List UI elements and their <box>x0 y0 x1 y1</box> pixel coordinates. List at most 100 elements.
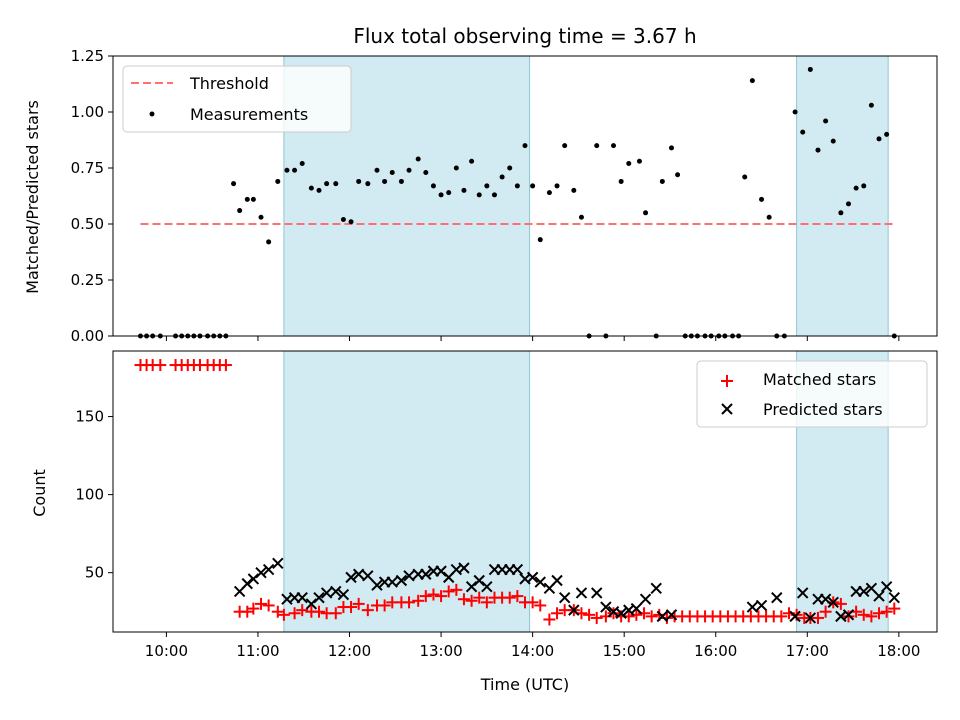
measurement-point <box>853 185 859 191</box>
predicted-star-point <box>403 570 415 582</box>
predicted-star-point <box>551 574 563 587</box>
y-axis: 0.00 0.25 0.50 0.75 1.00 1.25 <box>71 47 113 345</box>
legend-bottom: Matched stars Predicted stars <box>696 360 928 428</box>
predicted-star-point <box>665 609 678 621</box>
y-tick-label: 0.00 <box>71 327 104 345</box>
predicted-star-point <box>481 581 493 593</box>
x-tick-label: 12:00 <box>328 642 371 660</box>
measurement-point <box>823 118 829 124</box>
predicted-star-point <box>888 591 900 604</box>
matched-star-point <box>450 583 463 596</box>
predicted-star-point <box>255 566 267 579</box>
measurement-point <box>830 138 836 144</box>
measurement-point <box>618 178 624 184</box>
measurement-point <box>365 181 371 187</box>
measurement-point <box>876 136 882 142</box>
measurement-point <box>522 143 528 149</box>
y-tick-label: 100 <box>75 486 104 504</box>
matched-star-point <box>465 594 478 607</box>
predicted-star-point <box>352 568 365 580</box>
axes-frame <box>112 55 938 337</box>
matched-star-point <box>427 588 440 601</box>
predicted-star-point <box>296 591 308 604</box>
measurement-point <box>530 183 536 189</box>
matched-star-point <box>534 599 547 612</box>
x-axis-label: Time (UTC) <box>480 675 569 694</box>
measurement-point <box>406 167 412 173</box>
matched-star-point <box>247 602 260 615</box>
predicted-star-point <box>511 563 524 576</box>
predicted-star-point <box>395 574 408 587</box>
matched-star-point <box>873 607 886 620</box>
matched-star-point <box>543 613 556 626</box>
predicted-star-point <box>755 599 768 612</box>
x-tick-label: 18:00 <box>877 642 920 660</box>
measurement-point <box>537 237 543 243</box>
y-tick-label: 0.50 <box>71 215 104 233</box>
measurement-point <box>792 109 798 115</box>
legend-measurements-label: Measurements <box>190 105 308 124</box>
y-tick-label: 0.25 <box>71 271 104 289</box>
predicted-star-point <box>526 571 539 584</box>
matched-star-point <box>511 590 524 603</box>
predicted-star-point <box>789 610 801 623</box>
measurement-point <box>284 167 290 173</box>
matched-star-point <box>277 608 290 621</box>
measurement-point <box>749 78 755 84</box>
predicted-star-point <box>880 581 893 593</box>
predicted-star-point <box>600 601 612 613</box>
measurement-points <box>137 66 897 339</box>
predicted-star-point <box>819 593 832 605</box>
predicted-star-point <box>320 587 333 599</box>
measurement-point <box>861 183 867 189</box>
measurement-point <box>759 196 765 202</box>
predicted-star-point <box>371 579 383 591</box>
predicted-star-point <box>656 610 669 623</box>
predicted-star-point <box>345 571 357 584</box>
x-tick-label: 13:00 <box>419 642 462 660</box>
predicted-star-point <box>650 582 662 594</box>
predicted-star-point <box>639 593 652 605</box>
x-tick-label: 10:00 <box>145 642 188 660</box>
matched-star-point <box>590 611 603 624</box>
predicted-star-point <box>873 590 885 602</box>
matched-star-point <box>241 605 254 618</box>
matched-star-point <box>473 591 486 604</box>
predicted-star-point <box>386 576 398 588</box>
measurement-point <box>423 169 429 175</box>
legend-predicted-swatch <box>721 403 733 415</box>
matched-star-point <box>503 591 516 604</box>
matched-star-point <box>526 596 539 609</box>
predicted-star-point <box>842 609 855 621</box>
predicted-star-point <box>804 612 817 624</box>
matched-star-point <box>329 607 342 620</box>
predicted-star-point <box>591 587 603 599</box>
predicted-star-point <box>534 576 546 588</box>
predicted-star-point <box>797 587 809 599</box>
measurement-point <box>461 187 467 193</box>
measurement-point <box>316 187 322 193</box>
measurement-point <box>250 196 256 202</box>
measurement-point <box>499 174 505 180</box>
predicted-star-point <box>575 587 588 599</box>
measurement-point <box>389 169 395 175</box>
x-tick-label: 16:00 <box>694 642 737 660</box>
measurement-point <box>292 167 298 173</box>
measurement-point <box>356 178 362 184</box>
matched-star-point <box>880 605 893 618</box>
matched-star-point <box>842 610 855 623</box>
chart-title: Flux total observing time = 3.67 h <box>353 24 696 48</box>
legend-predicted-label: Predicted stars <box>763 400 883 419</box>
shaded-regions <box>283 56 889 336</box>
legend-measurements-swatch <box>149 111 155 117</box>
measurement-point <box>244 196 250 202</box>
matched-star-point <box>811 611 824 624</box>
measurement-point <box>675 172 681 178</box>
measurement-point <box>562 143 568 149</box>
matched-star-point <box>442 585 455 598</box>
measurement-point <box>308 185 314 191</box>
predicted-star-point <box>330 585 342 598</box>
measurement-point <box>884 131 890 137</box>
